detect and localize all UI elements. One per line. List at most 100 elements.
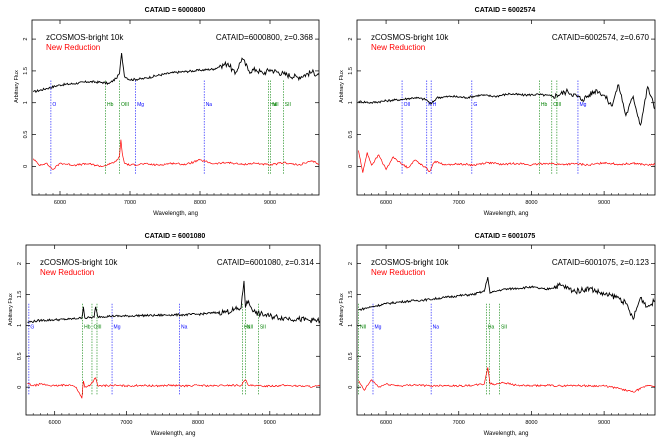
x-tick-label: 7000	[453, 420, 465, 426]
y-tick-label: 0	[348, 386, 354, 389]
x-tick-label: 6000	[380, 200, 392, 206]
y-tick-label: 2	[23, 38, 29, 41]
y-tick-label: 2	[348, 262, 354, 265]
spectral-line-label: Hb	[107, 102, 114, 108]
x-tick-label: 7000	[124, 200, 136, 206]
y-tick-label: 1	[348, 101, 354, 104]
y-tick-label: 2	[17, 262, 23, 265]
y-tick-label: 1	[348, 324, 354, 327]
x-tick-label: 8000	[525, 420, 537, 426]
spectral-line-label: SII	[285, 102, 291, 108]
spectral-line-label: Ha	[270, 102, 277, 108]
legend-entry: zCOSMOS-bright 10k	[371, 33, 449, 42]
spectrum-new-reduction	[27, 377, 320, 399]
spectral-line-label: K	[428, 102, 432, 108]
panel-title: CATAID = 6001075	[475, 233, 536, 240]
spectral-line-label: SII	[501, 324, 507, 330]
y-axis-label: Arbitrary Flux	[339, 293, 345, 326]
y-axis-label: Arbitrary Flux	[14, 70, 20, 103]
spectral-line-label: Na	[181, 324, 188, 330]
spectral-line-label: OIII	[121, 102, 129, 108]
spectral-line-label: H	[433, 102, 437, 108]
plot-frame	[356, 19, 656, 196]
spectral-line-label: G	[473, 102, 477, 108]
spectrum-original	[358, 277, 655, 321]
y-tick-label: 1.5	[23, 67, 29, 75]
panel-title: CATAID = 6000800	[145, 7, 206, 14]
spectral-line-label: Mg	[374, 324, 381, 330]
legend-entry: zCOSMOS-bright 10k	[371, 258, 449, 267]
y-tick-label: 0.5	[348, 131, 354, 139]
panel-title: CATAID = 6001080	[145, 233, 206, 240]
spectral-line-label: OII	[404, 102, 411, 108]
x-axis-label: Wavelength, ang	[484, 211, 529, 217]
legend-entry: New Reduction	[46, 43, 100, 52]
y-tick-label: 1	[23, 101, 29, 104]
x-tick-label: 8000	[194, 200, 206, 206]
x-tick-label: 6000	[54, 200, 66, 206]
x-tick-label: 6000	[49, 420, 61, 426]
y-tick-label: 2	[348, 38, 354, 41]
y-tick-label: 1.5	[17, 291, 23, 299]
spectral-line-label: Na	[433, 324, 440, 330]
x-tick-label: 7000	[453, 200, 465, 206]
y-axis-label: Arbitrary Flux	[8, 293, 14, 326]
legend-entry: zCOSMOS-bright 10k	[46, 33, 124, 42]
spectral-line-label: O	[52, 102, 56, 108]
y-tick-label: 0	[23, 165, 29, 168]
plot-frame	[25, 244, 321, 416]
x-tick-label: 9000	[264, 420, 276, 426]
x-axis-label: Wavelength, ang	[151, 431, 196, 437]
spectral-line-label: Hb	[84, 324, 91, 330]
panel: CATAID = 6002574 6000 7000 8000 9000 0 0.5 1 1.5…	[339, 7, 656, 217]
x-tick-label: 7000	[120, 420, 132, 426]
spectral-line-label: NII	[247, 324, 253, 330]
spectrum-original	[358, 84, 655, 127]
spectral-line-label: NII	[360, 324, 366, 330]
x-tick-label: 6000	[380, 420, 392, 426]
x-axis-label: Wavelength, ang	[153, 211, 198, 217]
y-tick-label: 1	[17, 324, 23, 327]
spectrum-new-reduction	[33, 139, 319, 170]
spectrum-original	[27, 280, 320, 324]
y-tick-label: 1.5	[348, 67, 354, 75]
spectral-line-label: Na	[206, 102, 213, 108]
catalog-info: CATAID=6001075, z=0.123	[552, 258, 650, 267]
y-tick-label: 0	[348, 165, 354, 168]
y-tick-label: 0	[17, 386, 23, 389]
spectral-line-label: SII	[260, 324, 266, 330]
spectral-line-label: NII	[272, 102, 278, 108]
x-tick-label: 9000	[598, 420, 610, 426]
legend-entry: New Reduction	[40, 268, 94, 277]
spectral-line-label: G	[30, 324, 34, 330]
spectrum-new-reduction	[358, 367, 655, 393]
spectral-line-label: OIII	[93, 324, 101, 330]
y-tick-label: 0.5	[17, 352, 23, 360]
spectral-line-label: Mg	[137, 102, 144, 108]
plot-frame	[356, 244, 656, 416]
spectrum-new-reduction	[358, 150, 655, 173]
x-axis-label: Wavelength, ang	[484, 431, 529, 437]
spectral-line-label: OIII	[553, 102, 561, 108]
legend-entry: New Reduction	[371, 268, 425, 277]
plot-frame	[31, 19, 320, 196]
spectral-line-label: Hb	[541, 102, 548, 108]
y-tick-label: 0.5	[23, 131, 29, 139]
spectral-line-label: Mg	[579, 102, 586, 108]
y-tick-label: 0.5	[348, 352, 354, 360]
panel: CATAID = 6000800 6000 7000 8000 9000 0 0.5 1 1.5…	[14, 7, 320, 217]
y-tick-label: 1.5	[348, 291, 354, 299]
x-tick-label: 9000	[264, 200, 276, 206]
catalog-info: CATAID=6002574, z=0.670	[552, 33, 650, 42]
panel: CATAID = 6001075 6000 7000 8000 9000 0 0.5 1 1.5…	[339, 233, 656, 437]
catalog-info: CATAID=6001080, z=0.314	[217, 258, 315, 267]
spectrum-original	[33, 53, 319, 93]
spectral-line-label: Mg	[114, 324, 121, 330]
spectral-line-label: Ha	[244, 324, 251, 330]
legend-entry: New Reduction	[371, 43, 425, 52]
x-tick-label: 9000	[598, 200, 610, 206]
x-tick-label: 8000	[192, 420, 204, 426]
legend-entry: zCOSMOS-bright 10k	[40, 258, 118, 267]
x-tick-label: 8000	[525, 200, 537, 206]
